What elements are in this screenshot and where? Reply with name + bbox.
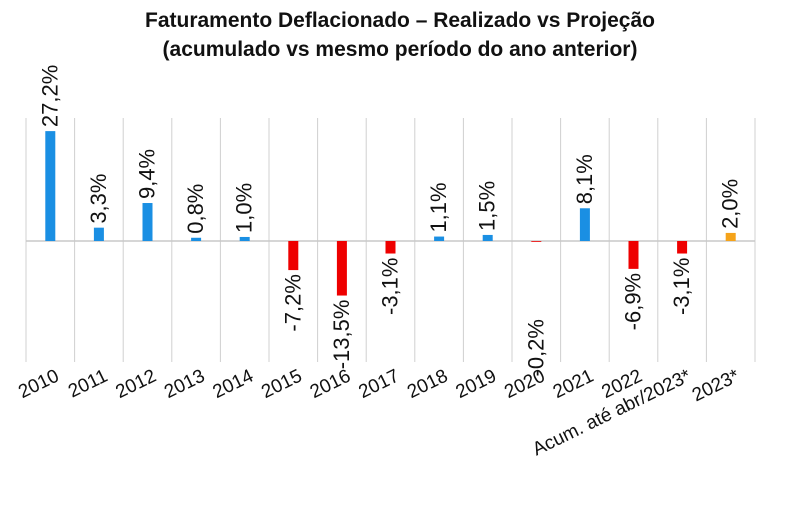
bar (239, 236, 250, 241)
bar (434, 236, 445, 241)
data-label: -6,9% (621, 273, 646, 330)
bar (385, 241, 396, 254)
x-tick-label: 2010 (15, 366, 62, 403)
data-label: -3,1% (378, 258, 403, 315)
data-label: 0,8% (183, 184, 208, 234)
bars (45, 131, 736, 296)
chart-subtitle: (acumulado vs mesmo período do ano anter… (162, 38, 638, 61)
data-label: 1,5% (475, 181, 500, 231)
bar (93, 227, 104, 241)
x-tick-label: 2013 (161, 366, 208, 403)
x-tick-label: 2019 (453, 366, 500, 403)
data-label: 8,1% (572, 154, 597, 204)
data-label: 2,0% (718, 179, 743, 229)
bar (725, 232, 736, 241)
data-labels: 27,2% 3,3% 9,4% 0,8% 1,0% -7,2% -13,5% -3,1% 1,1… (37, 65, 742, 377)
x-tick-label: 2015 (258, 366, 305, 403)
bar (531, 241, 542, 242)
data-label: -3,1% (669, 258, 694, 315)
data-label: -7,2% (280, 274, 305, 331)
data-label: -13,5% (329, 300, 354, 370)
bar (191, 237, 202, 241)
data-label: 1,1% (426, 182, 451, 232)
x-tick-label: 2023* (689, 365, 743, 406)
bar (579, 208, 590, 241)
x-tick-label: 2016 (307, 366, 354, 403)
x-tick-label: 2017 (355, 366, 402, 403)
x-tick-label: 2012 (112, 366, 159, 403)
bar (677, 241, 688, 254)
data-label: 1,0% (232, 183, 257, 233)
data-label: 27,2% (37, 65, 62, 127)
x-tick-label: 2021 (550, 366, 597, 403)
x-tick-label: 2018 (404, 366, 451, 403)
bar (482, 234, 493, 241)
bar (336, 241, 347, 296)
x-tick-label: 2011 (65, 366, 111, 403)
x-tick-labels: 2010 2011 2012 2013 2014 2015 2016 2017 2018 2019… (15, 365, 743, 460)
data-label: 3,3% (86, 174, 111, 224)
x-tick-label: 2014 (210, 365, 258, 403)
chart-title-line1: Faturamento Deflacionado – Realizado vs … (145, 9, 655, 32)
data-label: 9,4% (135, 149, 160, 199)
bar (628, 241, 639, 269)
data-label: -0,2% (523, 319, 548, 376)
bar (45, 131, 56, 241)
chart-title: Faturamento Deflacionado – Realizado vs … (0, 6, 800, 64)
bar (288, 241, 299, 271)
bar (142, 203, 153, 241)
